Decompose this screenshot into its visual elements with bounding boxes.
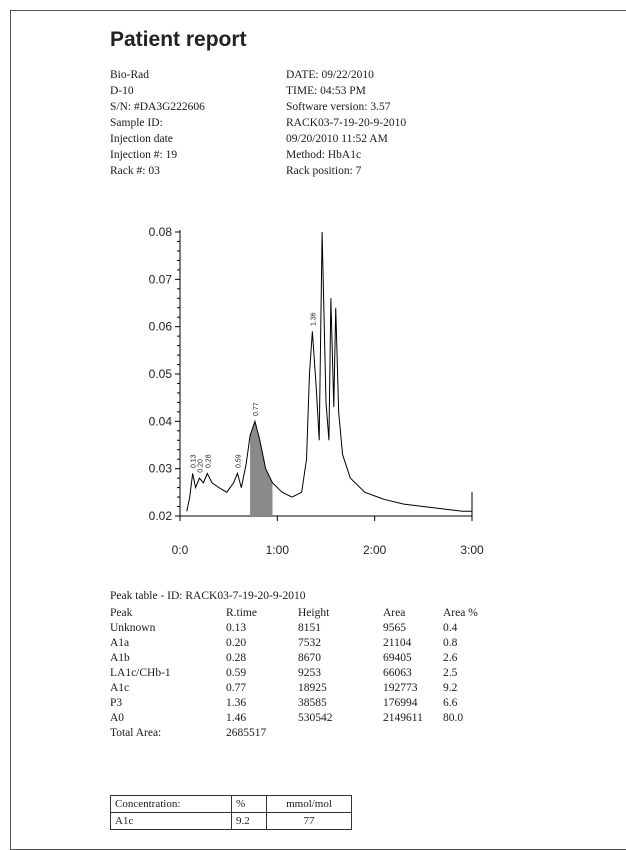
table-cell: 66063	[383, 667, 412, 679]
table-cell: 6.6	[443, 697, 458, 709]
info-line: Bio-Rad	[110, 69, 149, 81]
y-tick-label: 0.06	[149, 320, 173, 334]
y-tick-label: 0.08	[149, 225, 173, 239]
column-header: Peak	[110, 607, 133, 619]
table-cell: 38585	[298, 697, 327, 709]
table-cell: P3	[110, 697, 123, 709]
info-line: Rack #: 03	[110, 165, 160, 177]
peak-label: 0.59	[235, 454, 242, 468]
peak-label: 1.36	[310, 312, 317, 326]
peak-label: 0.77	[253, 402, 260, 416]
x-tick-label: 1:00	[266, 543, 290, 557]
total-area-label: Total Area:	[110, 727, 162, 739]
table-row: A1c 0.77 18925 192773 9.2	[110, 681, 493, 696]
table-cell: 2149611	[383, 712, 423, 724]
table-row: A0 1.46 530542 2149611 80.0	[110, 711, 493, 726]
info-line: 09/20/2010 11:52 AM	[286, 133, 388, 145]
column-header: Concentration:	[110, 795, 232, 813]
peak-label: 0.13	[191, 454, 198, 468]
table-cell: 9.2	[443, 682, 458, 694]
info-line: Injection date	[110, 133, 173, 145]
table-cell: 0.28	[226, 652, 247, 664]
table-cell: 0.4	[443, 622, 458, 634]
peak-label: 0.20	[197, 459, 204, 473]
table-cell: 0.59	[226, 667, 247, 679]
table-row: A1b 0.28 8670 69405 2.6	[110, 651, 493, 666]
table-cell: 176994	[383, 697, 418, 709]
y-tick-label: 0.07	[149, 272, 173, 286]
info-line: S/N: #DA3G222606	[110, 101, 205, 113]
table-row: A1c 9.2 77	[110, 812, 352, 830]
page-title: Patient report	[110, 28, 247, 51]
total-area-value: 2685517	[226, 727, 267, 739]
y-tick-label: 0.04	[149, 414, 173, 428]
column-header: %	[231, 795, 267, 813]
peak-table-caption: Peak table - ID: RACK03-7-19-20-9-2010	[110, 590, 306, 602]
table-header-row: Peak R.time Height Area Area %	[110, 606, 493, 621]
table-cell: 1.46	[226, 712, 247, 724]
peak-label: 0.28	[205, 454, 212, 468]
table-row: LA1c/CHb-1 0.59 9253 66063 2.5	[110, 666, 493, 681]
x-tick-label: 0:0	[172, 543, 189, 557]
info-line: RACK03-7-19-20-9-2010	[286, 117, 407, 129]
table-cell: 9.2	[231, 812, 267, 830]
x-tick-label: 2:00	[363, 543, 387, 557]
table-cell: A1c	[110, 682, 130, 694]
table-cell: 0.13	[226, 622, 247, 634]
info-line: Method: HbA1c	[286, 149, 362, 161]
column-header: Area	[383, 607, 406, 619]
info-line: D-10	[110, 85, 134, 97]
table-cell: 8151	[298, 622, 321, 634]
table-cell: 77	[266, 812, 352, 830]
table-cell: 8670	[298, 652, 321, 664]
run-info: DATE: 09/22/2010 TIME: 04:53 PM Software…	[286, 67, 406, 179]
table-cell: 9565	[383, 622, 406, 634]
table-cell: 21104	[383, 637, 412, 649]
column-header: R.time	[226, 607, 257, 619]
table-cell: 0.8	[443, 637, 458, 649]
info-line: DATE: 09/22/2010	[286, 69, 374, 81]
peak-table: Peak R.time Height Area Area % Unknown 0.…	[110, 606, 493, 741]
table-cell: 192773	[383, 682, 418, 694]
info-line: Sample ID:	[110, 117, 163, 129]
table-cell: A1a	[110, 637, 130, 649]
info-line: Rack position: 7	[286, 165, 362, 177]
table-cell: 9253	[298, 667, 321, 679]
table-row: A1a 0.20 7532 21104 0.8	[110, 636, 493, 651]
column-header: Height	[298, 607, 330, 619]
instrument-info: Bio-Rad D-10 S/N: #DA3G222606 Sample ID:…	[110, 67, 205, 179]
table-header-row: Concentration: % mmol/mol	[110, 795, 352, 813]
total-area-row: Total Area: 2685517	[110, 726, 493, 741]
table-row: Unknown 0.13 8151 9565 0.4	[110, 621, 493, 636]
table-cell: LA1c/CHb-1	[110, 667, 171, 679]
table-row: P3 1.36 38585 176994 6.6	[110, 696, 493, 711]
table-cell: 1.36	[226, 697, 247, 709]
concentration-table: Concentration: % mmol/mol A1c 9.2 77	[110, 795, 352, 830]
table-cell: A1b	[110, 652, 130, 664]
table-cell: 0.77	[226, 682, 247, 694]
table-cell: 18925	[298, 682, 327, 694]
y-tick-label: 0.02	[149, 509, 173, 523]
y-tick-label: 0.03	[149, 462, 173, 476]
table-cell: 530542	[298, 712, 333, 724]
table-cell: 69405	[383, 652, 412, 664]
table-cell: 2.6	[443, 652, 458, 664]
info-line: Software version: 3.57	[286, 101, 391, 113]
chromatogram-trace	[186, 231, 472, 512]
column-header: Area %	[443, 607, 478, 619]
column-header: mmol/mol	[266, 795, 352, 813]
x-tick-label: 3:00	[460, 543, 484, 557]
table-cell: A0	[110, 712, 125, 724]
a1c-shaded-peak	[250, 421, 273, 516]
chromatogram-chart: 0.02 0.03 0.04 0.05 0.06 0.07 0.08 0:0 1:00 2:00 3…	[149, 225, 484, 557]
table-cell: 2.5	[443, 667, 458, 679]
table-cell: 7532	[298, 637, 321, 649]
table-cell: 80.0	[443, 712, 464, 724]
y-tick-label: 0.05	[149, 367, 173, 381]
table-cell: 0.20	[226, 637, 247, 649]
info-line: Injection #: 19	[110, 149, 178, 161]
table-cell: Unknown	[110, 622, 156, 634]
info-line: TIME: 04:53 PM	[286, 85, 366, 97]
table-cell: A1c	[110, 812, 232, 830]
